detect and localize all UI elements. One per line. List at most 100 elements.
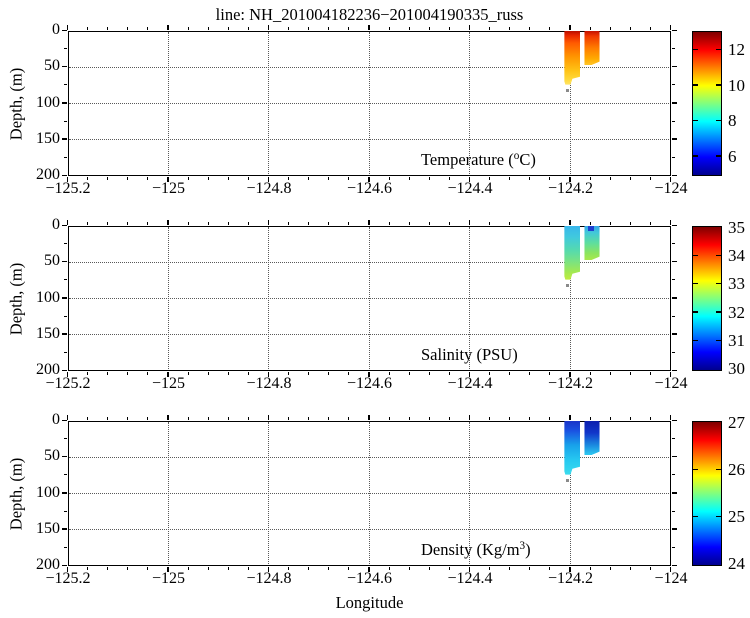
grid-line-horizontal bbox=[69, 139, 669, 141]
y-minor-tick bbox=[671, 438, 675, 440]
y-minor-tick bbox=[64, 156, 68, 158]
x-major-tick bbox=[368, 371, 370, 377]
x-tick-label: −124.2 bbox=[547, 570, 594, 587]
colorbar-tick bbox=[716, 84, 721, 86]
y-major-tick bbox=[62, 29, 68, 32]
x-minor-tick bbox=[388, 176, 390, 180]
x-minor-tick bbox=[549, 417, 551, 421]
x-minor-tick bbox=[509, 222, 511, 226]
x-tick-label: −125.2 bbox=[45, 570, 91, 587]
x-minor-tick bbox=[328, 176, 330, 180]
x-major-tick bbox=[468, 566, 471, 572]
x-minor-tick bbox=[107, 417, 109, 421]
y-minor-tick bbox=[64, 510, 68, 512]
colorbar-tick-label: 32 bbox=[728, 302, 745, 322]
x-minor-tick bbox=[549, 27, 551, 31]
colorbar-tick-label: 25 bbox=[728, 507, 745, 527]
x-minor-tick bbox=[308, 27, 310, 31]
x-minor-tick bbox=[649, 566, 651, 570]
y-major-tick bbox=[62, 224, 68, 227]
x-minor-tick bbox=[308, 417, 310, 421]
x-minor-tick bbox=[127, 222, 129, 226]
x-minor-tick bbox=[247, 27, 249, 31]
y-major-tick bbox=[62, 528, 68, 530]
colorbar-tick-label: 12 bbox=[728, 40, 745, 60]
y-major-tick bbox=[671, 492, 677, 494]
x-minor-tick bbox=[107, 176, 109, 180]
y-major-tick bbox=[62, 102, 68, 104]
y-minor-tick bbox=[64, 48, 68, 50]
colorbar-tick-label: 6 bbox=[728, 146, 737, 166]
y-major-tick bbox=[671, 260, 677, 263]
x-major-tick bbox=[66, 25, 69, 31]
y-major-tick bbox=[62, 333, 68, 335]
x-minor-tick bbox=[589, 27, 591, 31]
y-major-tick bbox=[62, 419, 68, 422]
x-major-tick bbox=[167, 25, 169, 31]
x-minor-tick bbox=[529, 27, 531, 31]
colorbar-tick bbox=[693, 84, 698, 86]
y-major-tick bbox=[671, 29, 677, 32]
x-minor-tick bbox=[87, 222, 89, 226]
x-minor-tick bbox=[207, 417, 209, 421]
x-minor-tick bbox=[489, 222, 491, 226]
y-tick-label: 100 bbox=[36, 288, 60, 306]
x-minor-tick bbox=[509, 371, 511, 375]
y-major-tick bbox=[671, 333, 677, 335]
colorbar-tick-label: 24 bbox=[728, 554, 745, 574]
x-minor-tick bbox=[549, 371, 551, 375]
y-tick-label: 150 bbox=[36, 129, 60, 147]
x-major-tick bbox=[267, 566, 270, 572]
panel-label-salinity: Salinity (PSU) bbox=[421, 345, 518, 364]
x-axis-title: Longitude bbox=[335, 593, 404, 612]
axes-temperature: Temperature (oC) bbox=[62, 25, 677, 182]
colorbar-tick-label: 26 bbox=[728, 459, 745, 479]
colorbar-tick bbox=[693, 254, 698, 257]
x-minor-tick bbox=[589, 176, 591, 180]
x-minor-tick bbox=[609, 417, 611, 421]
y-major-tick bbox=[62, 564, 68, 567]
grid-line-horizontal bbox=[69, 529, 669, 531]
data-spot-salinity bbox=[588, 226, 594, 231]
x-minor-tick bbox=[147, 566, 149, 570]
x-major-tick bbox=[368, 566, 370, 572]
colorbar-tick-label: 30 bbox=[728, 359, 745, 379]
x-minor-tick bbox=[207, 176, 209, 180]
x-minor-tick bbox=[448, 176, 450, 180]
x-minor-tick bbox=[609, 371, 611, 375]
x-minor-tick bbox=[127, 371, 129, 375]
x-major-tick bbox=[669, 566, 672, 572]
data-cast-density-2 bbox=[584, 421, 600, 456]
x-tick-label: −124.6 bbox=[346, 180, 393, 197]
y-tick-label: 50 bbox=[44, 57, 60, 75]
x-minor-tick bbox=[247, 417, 249, 421]
colorbar-tick bbox=[716, 48, 721, 51]
x-major-tick bbox=[468, 176, 471, 182]
x-major-tick bbox=[468, 371, 471, 377]
x-major-tick bbox=[669, 220, 672, 226]
colorbar-tick bbox=[716, 339, 721, 342]
y-major-tick bbox=[62, 455, 68, 458]
colorbar-tick-label: 31 bbox=[728, 331, 745, 351]
x-minor-tick bbox=[448, 417, 450, 421]
grid-line-horizontal bbox=[69, 334, 669, 336]
grid-line-horizontal bbox=[69, 66, 669, 68]
y-major-tick bbox=[671, 102, 677, 104]
y-tick-label: 150 bbox=[36, 324, 60, 342]
x-major-tick bbox=[669, 25, 672, 31]
x-major-tick bbox=[368, 415, 370, 421]
x-minor-tick bbox=[107, 566, 109, 570]
x-major-tick bbox=[569, 176, 571, 182]
x-minor-tick bbox=[348, 27, 350, 31]
x-minor-tick bbox=[147, 222, 149, 226]
y-major-tick bbox=[62, 138, 68, 140]
y-minor-tick bbox=[671, 315, 675, 317]
x-minor-tick bbox=[87, 176, 89, 180]
x-major-tick bbox=[66, 220, 69, 226]
axes-density: Density (Kg/m3) bbox=[62, 415, 677, 572]
x-minor-tick bbox=[549, 176, 551, 180]
x-major-tick bbox=[468, 415, 471, 421]
x-minor-tick bbox=[227, 371, 229, 375]
x-tick-label: −124.4 bbox=[447, 180, 493, 197]
